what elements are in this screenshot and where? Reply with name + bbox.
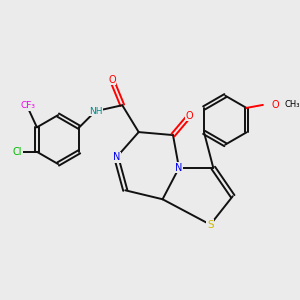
Text: O: O (186, 111, 193, 121)
Text: S: S (207, 220, 214, 230)
Text: CF₃: CF₃ (20, 101, 35, 110)
Text: Cl: Cl (13, 147, 22, 157)
Text: O: O (272, 100, 279, 110)
Text: N: N (112, 152, 120, 163)
Text: CH₃: CH₃ (285, 100, 300, 109)
Text: N: N (175, 163, 183, 173)
Text: O: O (108, 75, 116, 85)
Text: NH: NH (89, 107, 102, 116)
